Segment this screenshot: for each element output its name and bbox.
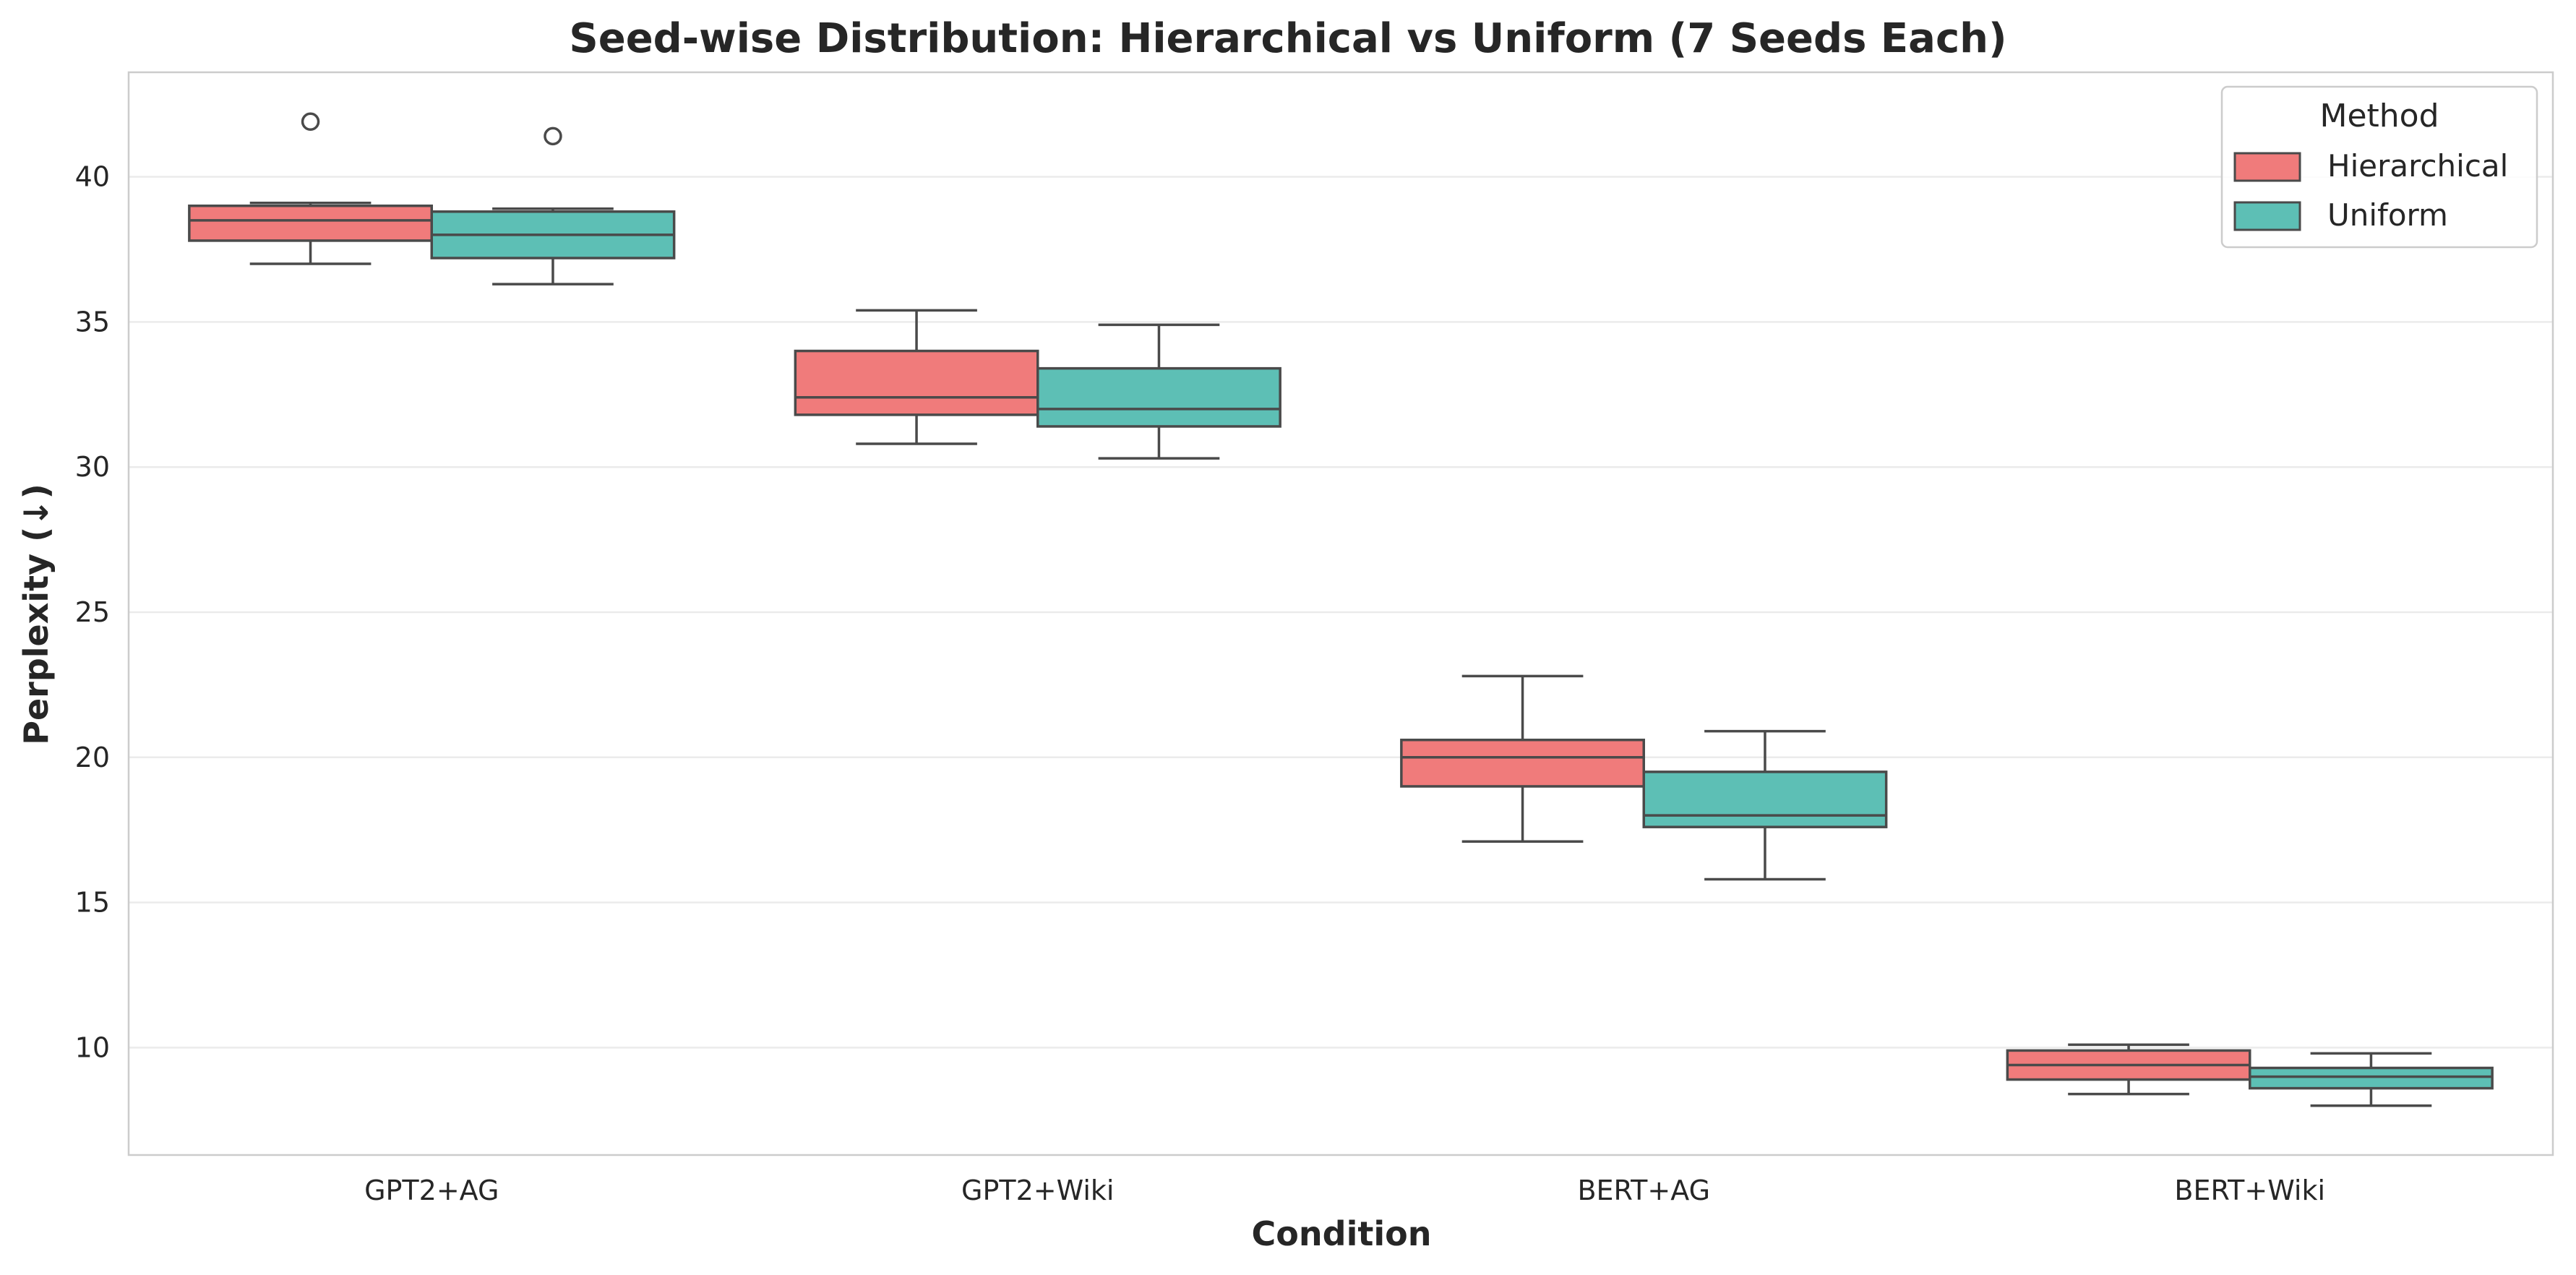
chart-title: Seed-wise Distribution: Hierarchical vs … [569,15,2006,62]
box-iqr [2249,1066,2494,1090]
grid [129,176,2553,1049]
x-tick-label: GPT2+Wiki [961,1175,1114,1206]
series-hierarchical [188,112,2251,1096]
box-iqr [188,204,433,242]
y-tick-label: 35 [75,306,110,338]
outlier-point [544,126,562,146]
y-tick-label: 10 [75,1031,110,1063]
legend-swatch-uniform [2233,201,2301,231]
series-uniform [430,126,2494,1107]
legend-label-uniform: Uniform [2327,197,2448,233]
box-iqr [1036,366,1281,428]
y-tick-label: 30 [75,451,110,483]
tick-labels: 10 15 20 25 30 35 40 GPT2+AG GPT2+Wiki BERT+AG BER… [75,161,2325,1206]
legend-swatch-hierarchical [2233,152,2301,182]
boxes [188,112,2494,1107]
legend: Method Hierarchical Uniform [2220,85,2538,249]
legend-label-hierarchical: Hierarchical [2327,148,2508,184]
box-iqr [1400,738,1645,788]
legend-title: Method [2319,98,2439,134]
box-iqr [794,349,1039,416]
x-axis-label: Condition [1252,1214,1432,1253]
outlier-point [301,112,320,132]
y-tick-label: 40 [75,161,110,193]
y-tick-label: 15 [75,887,110,919]
x-tick-label: GPT2+AG [364,1175,499,1206]
y-tick-label: 25 [75,596,110,628]
box-iqr [1642,770,1888,828]
x-tick-label: BERT+AG [1577,1175,1710,1206]
y-tick-label: 20 [75,742,110,773]
x-tick-label: BERT+Wiki [2174,1175,2325,1206]
plot-frame [127,71,2554,1156]
y-axis-label: Perplexity (↓) [17,484,56,745]
